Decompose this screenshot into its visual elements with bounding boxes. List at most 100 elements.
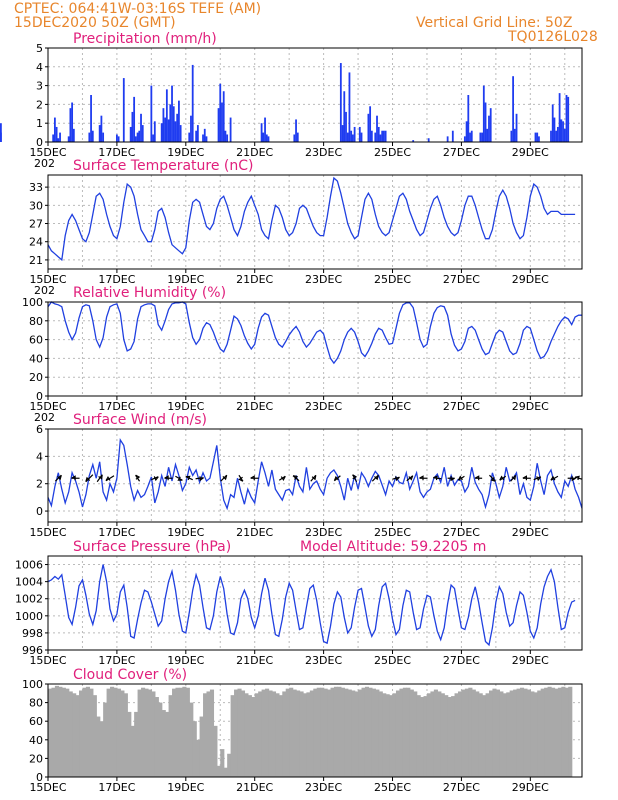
precipitation-bar: [172, 106, 175, 142]
cloud-cover-bar: [519, 687, 525, 777]
precipitation-bar: [510, 130, 513, 142]
cloud-cover-bar: [568, 686, 573, 777]
precipitation-bar: [190, 115, 192, 142]
precipitation-bar: [188, 132, 191, 142]
cloud-cover-bar: [99, 721, 104, 777]
cloud-cover-bar: [54, 685, 60, 777]
precipitation-bar: [379, 134, 382, 142]
cloud-cover-bar: [488, 690, 494, 777]
series-line-pres: [47, 564, 576, 647]
precipitation-bar: [164, 117, 167, 142]
cloud-cover-bar: [103, 702, 108, 777]
cloud-cover-bar: [513, 689, 518, 777]
y-tick-label: 2: [36, 478, 43, 491]
cloud-cover-bar: [268, 690, 273, 777]
cloud-cover-bar: [285, 688, 290, 777]
cloud-cover-bar: [68, 691, 73, 777]
precipitation-bar: [489, 108, 492, 142]
precipitation-bar: [169, 104, 172, 142]
cloud-cover-bar: [254, 693, 259, 777]
wind-vector-shaft: [371, 474, 379, 482]
x-tick-label: 25DEC: [374, 273, 411, 286]
y-tick-label: 60: [29, 334, 43, 347]
y-tick-label: 0: [36, 136, 43, 149]
precipitation-bar: [369, 106, 372, 142]
cloud-cover-bar: [550, 687, 556, 777]
x-tick-label: 17DEC: [98, 526, 135, 539]
x-tick-label: 15DEC: [29, 781, 66, 794]
cloud-cover-bar: [530, 691, 535, 777]
y-tick-label: 30: [29, 199, 43, 212]
wind-vector-head: [490, 476, 496, 482]
wind-vector-head: [71, 475, 76, 481]
y-tick-label: 80: [29, 315, 43, 328]
precipitation-bar: [367, 113, 370, 142]
panel-title: Precipitation (mm/h): [73, 31, 217, 47]
wind-vector-head: [574, 475, 580, 481]
cloud-cover-bar: [433, 689, 438, 777]
wind-vector-head: [292, 475, 299, 480]
precipitation-bar: [296, 132, 299, 142]
precipitation-bar: [90, 95, 92, 142]
wind-vector-head: [238, 476, 244, 482]
model-altitude-note: Model Altitude: 59.2205 m: [300, 539, 486, 555]
cloud-cover-bar: [389, 695, 394, 777]
precipitation-bar: [383, 130, 385, 142]
cloud-cover-bar: [106, 688, 111, 777]
plot-frame: [47, 301, 583, 397]
cloud-cover-bar: [323, 688, 328, 777]
y-tick-label: 80: [29, 697, 43, 710]
cloud-cover-bar: [457, 691, 463, 777]
precipitation-bar: [153, 121, 156, 142]
wind-vector-head: [408, 475, 414, 481]
cloud-cover-bar: [526, 689, 531, 777]
y-tick-label: 40: [29, 734, 43, 747]
precipitation-bar: [195, 130, 198, 142]
cloud-cover-bar: [402, 687, 407, 777]
precipitation-bar: [384, 130, 387, 142]
precipitation-bar: [224, 130, 227, 142]
precipitation-bar: [563, 128, 566, 142]
wind-vector-shaft: [54, 474, 62, 482]
y-tick-label: 1004: [15, 576, 43, 589]
x-tick-label: 19DEC: [167, 400, 204, 413]
grid-line-note: Vertical Grid Line: 50Z: [416, 15, 573, 31]
panel-title: Surface Wind (m/s): [73, 412, 207, 428]
precipitation-bar: [467, 95, 470, 142]
precipitation-bar: [451, 130, 454, 142]
wind-vector-shaft: [489, 474, 496, 482]
precipitation-bar: [339, 63, 342, 142]
y-tick-label: 1006: [15, 559, 43, 572]
precipitation-bar: [343, 91, 346, 142]
precipitation-bar: [556, 126, 559, 142]
cloud-cover-bar: [426, 693, 432, 777]
cloud-cover-bar: [130, 725, 135, 777]
y-tick-label: 1000: [15, 610, 43, 623]
cloud-cover-bar: [220, 749, 225, 777]
x-tick-label: 25DEC: [374, 654, 411, 667]
cloud-cover-bar: [265, 688, 270, 777]
precipitation-bar: [488, 115, 490, 142]
year-label-fragment: 202: [34, 411, 55, 424]
wind-vector-head: [419, 475, 424, 481]
cloud-cover-bar: [299, 691, 304, 777]
cloud-cover-bar: [261, 689, 266, 777]
precipitation-bar: [358, 126, 361, 142]
cloud-cover-bar: [485, 693, 490, 777]
cloud-cover-bar: [234, 689, 239, 777]
cloud-cover-bar: [544, 687, 549, 777]
cloud-cover-bar: [192, 721, 197, 777]
x-tick-label: 29DEC: [512, 146, 549, 159]
y-tick-label: 0: [36, 505, 43, 518]
wind-vector-head: [333, 475, 339, 481]
cloud-cover-bar: [385, 694, 390, 777]
cloud-cover-bar: [327, 689, 332, 777]
precipitation-bar: [196, 125, 199, 142]
precipitation-bar: [98, 125, 101, 142]
cloud-cover-bar: [451, 696, 456, 777]
precipitation-bar: [486, 128, 489, 142]
precipitation-bar: [482, 85, 485, 142]
precipitation-bar: [217, 108, 220, 142]
cloud-cover-bar: [151, 691, 156, 777]
precipitation-bar: [174, 121, 177, 142]
